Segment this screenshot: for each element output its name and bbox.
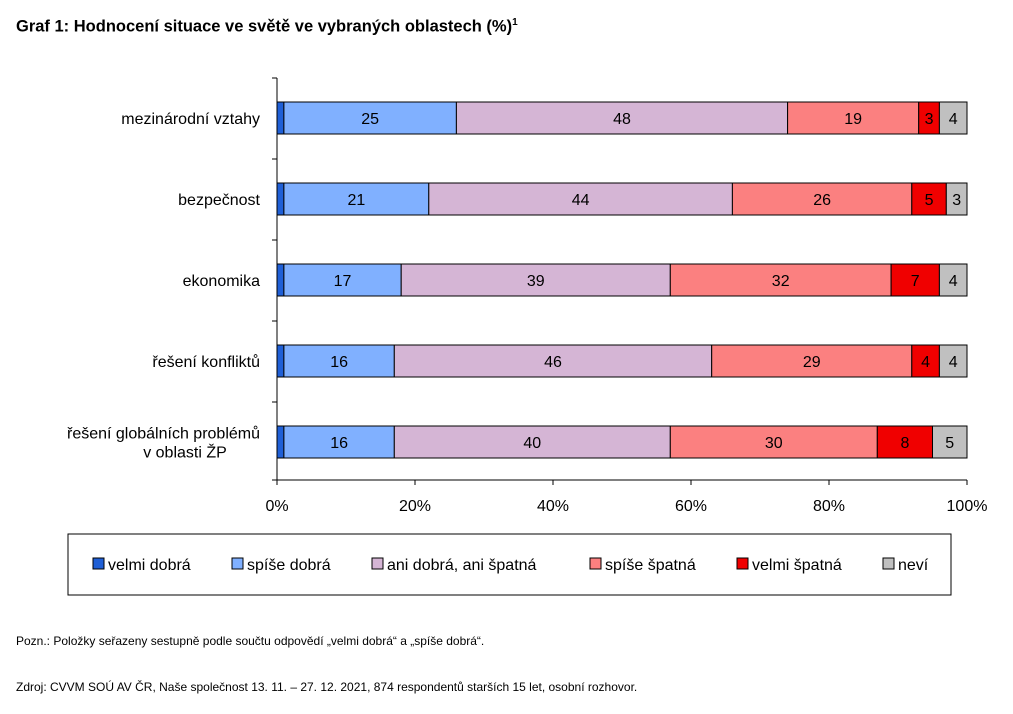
data-label: 17 [334, 273, 352, 290]
data-label: 48 [613, 111, 631, 128]
bar-segment [393, 425, 671, 459]
bar-segment [731, 182, 913, 216]
bar-segment [911, 344, 940, 378]
bar-segment [938, 101, 968, 135]
data-label: 25 [361, 111, 379, 128]
data-label: 39 [527, 273, 545, 290]
chart-source: Zdroj: CVVM SOÚ AV ČR, Naše společnost 1… [16, 680, 638, 694]
legend-swatch [92, 557, 105, 570]
bar-segment [393, 344, 713, 378]
bar-segment [283, 425, 395, 459]
bar-segment [890, 263, 940, 297]
data-label: 19 [844, 111, 862, 128]
x-tick-label: 60% [675, 498, 707, 515]
data-label: 3 [925, 111, 934, 128]
category-label: v oblasti ŽP [143, 443, 227, 462]
legend-swatch [589, 557, 602, 570]
chart-title-footnote-mark: 1 [512, 17, 518, 28]
data-label: 29 [803, 354, 821, 371]
x-tick-label: 80% [813, 498, 845, 515]
bar-segment [938, 344, 968, 378]
bar-segment [276, 344, 285, 378]
data-label: 26 [813, 192, 831, 209]
x-tick-label: 100% [947, 498, 988, 515]
data-label: 21 [347, 192, 365, 209]
data-label: 5 [925, 192, 934, 209]
bar-segment [945, 182, 968, 216]
x-tick-label: 40% [537, 498, 569, 515]
data-label: 40 [523, 435, 541, 452]
data-label: 7 [911, 273, 920, 290]
bar-segment [283, 263, 402, 297]
data-label: 4 [949, 111, 958, 128]
category-label: řešení globálních problémů [67, 425, 260, 443]
legend-swatch [371, 557, 384, 570]
bar-segment [283, 182, 430, 216]
legend-label: neví [898, 557, 929, 574]
data-label: 30 [765, 435, 783, 452]
legend-box [67, 533, 952, 596]
bar-segment [455, 101, 789, 135]
legend-label: spíše dobrá [247, 557, 331, 574]
legend-label: ani dobrá, ani špatná [387, 557, 537, 574]
bar-segment [932, 425, 968, 459]
legend-swatch [231, 557, 244, 570]
bar-segment [669, 263, 892, 297]
category-label: řešení konfliktů [152, 353, 260, 371]
legend-swatch [736, 557, 749, 570]
bar-segment [276, 425, 285, 459]
data-label: 16 [330, 435, 348, 452]
data-label: 4 [921, 354, 930, 371]
legend-label: velmi dobrá [108, 557, 191, 574]
data-label: 4 [949, 273, 958, 290]
data-label: 32 [772, 273, 790, 290]
bar-segment [428, 182, 733, 216]
data-label: 16 [330, 354, 348, 371]
bar-segment [276, 263, 285, 297]
data-label: 3 [952, 192, 961, 209]
chart-title: Graf 1: Hodnocení situace ve světě ve vy… [16, 17, 518, 37]
x-tick-label: 20% [399, 498, 431, 515]
data-label: 4 [949, 354, 958, 371]
x-tick-label: 0% [265, 498, 288, 515]
legend-swatch [882, 557, 895, 570]
bar-segment [938, 263, 968, 297]
category-label: bezpečnost [178, 192, 260, 209]
bar-segment [876, 425, 933, 459]
bar-segment [283, 344, 395, 378]
category-label: ekonomika [183, 273, 260, 290]
bar-segment [711, 344, 913, 378]
category-label: mezinárodní vztahy [121, 111, 260, 128]
data-label: 44 [572, 192, 590, 209]
bar-segment [283, 101, 457, 135]
data-label: 5 [945, 435, 954, 452]
data-label: 8 [900, 435, 909, 452]
bar-segment [787, 101, 920, 135]
legend-label: spíše špatná [605, 557, 696, 574]
legend-label: velmi špatná [752, 557, 842, 574]
data-label: 46 [544, 354, 562, 371]
chart-title-text: Graf 1: Hodnocení situace ve světě ve vy… [16, 17, 513, 36]
chart-note: Pozn.: Položky seřazeny sestupně podle s… [16, 634, 485, 648]
bar-segment [276, 182, 285, 216]
bar-segment [276, 101, 285, 135]
